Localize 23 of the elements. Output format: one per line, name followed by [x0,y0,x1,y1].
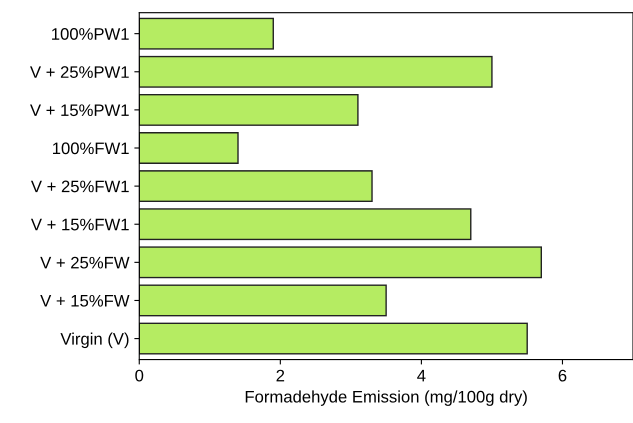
bar [139,94,359,126]
x-axis-title: Formadehyde Emission (mg/100g dry) [246,390,527,406]
y-tick-label: V + 15%PW1 [30,104,129,116]
bar [139,246,542,278]
bar [139,170,373,202]
bar [139,56,493,88]
bar [139,322,528,355]
x-tick-label: 6 [558,370,566,382]
y-tick-label: V + 15%FW1 [30,218,129,230]
y-tick-label: V + 25%FW1 [30,180,129,192]
y-tick-label: 100%PW1 [52,28,129,40]
bar [139,284,387,316]
y-tick-label: V + 25%PW1 [30,66,129,78]
bar [139,208,472,240]
x-tick-label: 4 [417,370,426,382]
x-tick-label: 2 [276,370,284,382]
y-tick-label: V + 15%FW [40,294,130,307]
bar [139,18,274,50]
y-tick-label: V + 25%FW [40,256,130,269]
bar [139,132,239,164]
y-tick-label: 100%FW1 [53,142,129,154]
y-tick-label: Virgin (V) [60,332,129,348]
x-tick-label: 0 [135,370,144,382]
